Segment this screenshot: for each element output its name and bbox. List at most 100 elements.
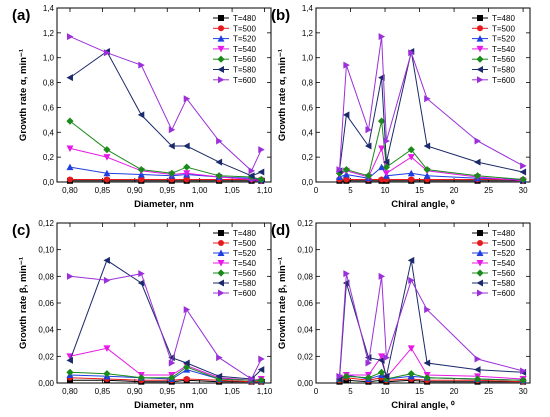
legend-label: T=540 [492, 45, 515, 54]
data-point [378, 163, 386, 171]
data-point [183, 142, 190, 150]
data-point [66, 145, 74, 152]
data-point [474, 355, 482, 363]
data-point [519, 168, 527, 176]
x-tick-label: 15 [415, 387, 424, 396]
legend-label: T=480 [492, 14, 515, 23]
data-point [407, 169, 415, 177]
legend-marker [217, 249, 225, 256]
data-point [519, 175, 527, 184]
data-point [378, 353, 386, 360]
data-point [103, 256, 110, 264]
data-point [407, 146, 415, 154]
data-point [336, 372, 343, 380]
legend-label: T=600 [233, 289, 256, 298]
legend-marker [217, 269, 225, 277]
legend-label: T=600 [492, 289, 515, 298]
data-point [424, 95, 431, 103]
data-point [168, 374, 176, 382]
legend-entry: T=560 [213, 269, 256, 278]
legend-label: T=500 [233, 239, 256, 248]
legend-entry: T=600 [472, 76, 515, 85]
data-point [519, 376, 527, 384]
data-point [137, 111, 145, 119]
data-point [137, 374, 145, 382]
x-tick-label: 0,80 [62, 387, 78, 396]
legend-marker [218, 240, 224, 246]
x-tick-label: 5 [348, 387, 353, 396]
data-point [343, 270, 350, 278]
legend-marker [477, 76, 484, 84]
legend-label: T=580 [233, 66, 256, 75]
data-point [378, 145, 386, 152]
legend-marker [477, 289, 484, 297]
series-t-600 [66, 33, 265, 175]
series-line [69, 259, 262, 380]
x-tick-label: 0,85 [95, 186, 111, 195]
legend-marker [476, 249, 484, 256]
data-point [183, 176, 190, 183]
legend-label: T=580 [492, 279, 515, 288]
legend-entry: T=500 [213, 239, 256, 248]
data-point [364, 172, 373, 180]
legend-marker [476, 55, 484, 63]
series-line [69, 347, 262, 381]
legend-entry: T=540 [472, 259, 515, 268]
y-tick-label: 0,0 [43, 178, 55, 187]
legend-label: T=500 [233, 24, 256, 33]
y-tick-label: 0,10 [297, 246, 313, 255]
series-line [69, 147, 262, 182]
x-tick-label: 0,90 [127, 387, 143, 396]
x-tick-label: 0 [314, 387, 319, 396]
panel-label: (c) [12, 222, 30, 239]
legend-entry: T=540 [472, 45, 515, 54]
y-tick-label: 0,12 [297, 219, 313, 228]
legend-marker [218, 76, 225, 84]
y-tick-label: 0,02 [38, 352, 54, 361]
x-tick-label: 1,10 [257, 387, 273, 396]
data-point [168, 169, 176, 177]
data-point [520, 367, 527, 375]
data-point [343, 61, 350, 69]
data-point [474, 137, 482, 145]
legend-marker [476, 269, 484, 277]
legend-label: T=500 [492, 24, 515, 33]
legend-marker [476, 35, 484, 42]
series-t-580 [66, 48, 265, 180]
series-t-540 [335, 145, 527, 185]
plot-frame [315, 7, 531, 183]
y-axis-label: Growth rate α, min⁻¹ [18, 49, 29, 141]
series-t-560 [66, 363, 265, 384]
data-point [216, 137, 223, 145]
y-tick-label: 0,08 [38, 272, 54, 281]
legend-marker [476, 260, 484, 267]
x-tick-label: 10 [381, 186, 390, 195]
y-tick-label: 0,4 [302, 128, 314, 137]
series-t-600 [336, 270, 527, 380]
legend-label: T=520 [492, 249, 515, 258]
y-tick-label: 0,04 [38, 326, 54, 335]
legend-label: T=500 [492, 239, 515, 248]
x-tick-label: 0,95 [159, 387, 175, 396]
data-point [382, 163, 391, 171]
legend-label: T=480 [492, 229, 515, 238]
legend-label: T=580 [233, 279, 256, 288]
legend-label: T=520 [233, 249, 256, 258]
y-tick-label: 0,04 [297, 326, 313, 335]
data-point [257, 366, 265, 374]
y-tick-label: 0,00 [38, 379, 54, 388]
data-point [407, 370, 415, 378]
series-line [69, 377, 262, 383]
data-point [423, 165, 431, 174]
data-point [408, 176, 415, 183]
legend-entry: T=560 [213, 55, 256, 64]
data-point [248, 375, 256, 383]
y-tick-label: 0,2 [43, 153, 55, 162]
data-point [382, 158, 390, 166]
data-point [378, 356, 385, 364]
legend-label: T=600 [233, 76, 256, 85]
data-point [336, 166, 343, 174]
legend-entry: T=540 [213, 45, 256, 54]
x-axis-label: Chiral angle, ⁰ [391, 199, 455, 210]
data-point [66, 356, 73, 364]
